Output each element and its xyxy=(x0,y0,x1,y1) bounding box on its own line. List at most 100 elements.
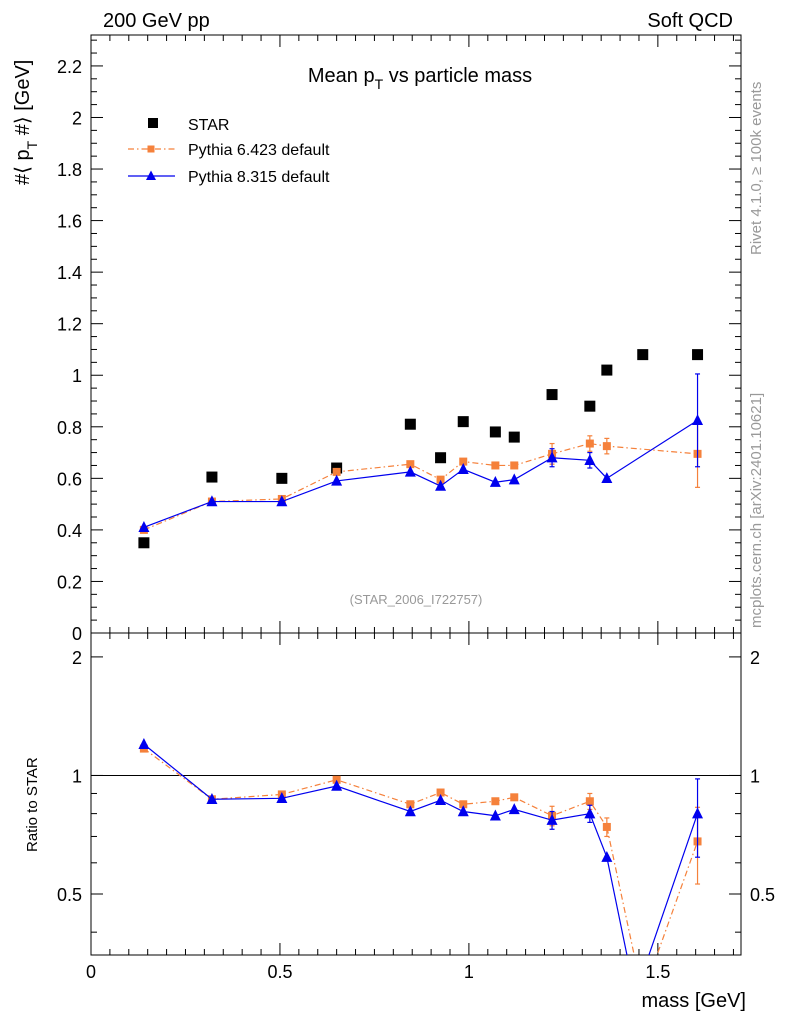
main-plot-data xyxy=(138,349,704,549)
legend-marker-pythia6 xyxy=(147,145,155,153)
y-axis-label-sub: T xyxy=(24,140,40,149)
legend: STAR Pythia 6.423 default Pythia 8.315 d… xyxy=(128,117,330,186)
pythia8-point xyxy=(584,454,596,466)
y-tick-label: 2.2 xyxy=(57,57,82,77)
pythia8-ratio-point xyxy=(435,793,447,805)
y-tick-label: 0 xyxy=(72,624,82,644)
pythia8-ratio-point xyxy=(331,779,343,791)
pythia6-point xyxy=(459,457,468,466)
y-tick-label: 2 xyxy=(72,108,82,128)
chart-title-sub: T xyxy=(375,76,384,92)
y-tick-label: 1.6 xyxy=(57,212,82,232)
pythia8-point xyxy=(331,474,343,486)
rivet-version-label: Rivet 4.1.0, ≥ 100k events xyxy=(748,82,765,255)
y-tick-label: 1.8 xyxy=(57,160,82,180)
header-right: Soft QCD xyxy=(647,10,733,32)
pythia8-point xyxy=(404,465,416,477)
pythia6-point xyxy=(406,460,415,469)
pythia6-ratio-line xyxy=(143,748,699,955)
y-tick-label: 0.2 xyxy=(57,572,82,592)
y-tick-label: 1.2 xyxy=(57,315,82,335)
pythia8-point xyxy=(138,521,150,533)
ratio-plot-data xyxy=(138,737,704,955)
chart-title-main: Mean p xyxy=(308,65,375,87)
legend-marker-pythia8 xyxy=(146,170,156,180)
star-point xyxy=(206,471,218,483)
chart-title: Mean pT vs particle mass xyxy=(308,65,532,92)
pythia8-ratio-point xyxy=(692,807,704,819)
legend-label-pythia6: Pythia 6.423 default xyxy=(188,142,330,159)
star-point xyxy=(457,416,469,428)
y-tick-label: 0.4 xyxy=(57,521,82,541)
pythia8-ratio-point xyxy=(276,792,288,803)
chart-title-rest: vs particle mass xyxy=(383,65,532,87)
pythia8-ratio-point xyxy=(584,807,596,819)
pythia8-ratio-point xyxy=(138,737,150,749)
pythia8-ratio-point xyxy=(457,805,469,817)
star-point xyxy=(601,364,613,376)
y-tick-label: 0.6 xyxy=(57,469,82,489)
header-left: 200 GeV pp xyxy=(103,10,210,32)
ratio-tick-label-right: 1 xyxy=(750,766,760,786)
star-point xyxy=(637,349,649,361)
ratio-tick-label-right: 2 xyxy=(750,648,760,668)
ratio-tick-label-right: 0.5 xyxy=(750,885,775,905)
ratio-axis-ticks: 0.5 0.5 1 1 2 2 xyxy=(57,648,775,933)
star-point xyxy=(692,349,704,361)
pythia8-ratio-line xyxy=(143,743,699,955)
y-tick-label: 0.8 xyxy=(57,418,82,438)
ratio-panel-frame xyxy=(90,632,742,956)
star-point xyxy=(404,418,416,430)
pythia6-ratio-point xyxy=(585,797,594,806)
star-point xyxy=(546,389,558,401)
pythia6-ratio-point xyxy=(491,797,500,806)
ratio-tick-label-left: 1 xyxy=(72,766,82,786)
pythia8-ratio-point xyxy=(489,809,501,821)
pythia8-point xyxy=(489,475,501,487)
pythia8-ratio-point xyxy=(546,813,558,825)
pythia8-ratio-point xyxy=(601,850,613,862)
legend-label-pythia8: Pythia 8.315 default xyxy=(188,169,330,186)
ratio-y-axis-label: Ratio to STAR xyxy=(24,757,41,852)
y-tick-label: 1 xyxy=(72,366,82,386)
star-point xyxy=(138,537,150,549)
star-point xyxy=(584,400,596,412)
pythia8-point xyxy=(601,472,613,484)
y-axis-label: #⟨ pT #⟩ [GeV] xyxy=(12,60,40,185)
pythia8-point xyxy=(276,495,288,507)
x-tick-label: 0 xyxy=(86,962,96,982)
x-axis-ticks: 0 0.5 1 1.5 xyxy=(86,35,734,982)
mcplots-label: mcplots.cern.ch [arXiv:2401.10621] xyxy=(748,393,765,628)
pythia8-point xyxy=(508,473,520,485)
ratio-tick-label-left: 0.5 xyxy=(57,885,82,905)
pythia8-point xyxy=(206,495,218,507)
ratio-tick-label-left: 2 xyxy=(72,648,82,668)
pythia6-ratio-point xyxy=(602,822,611,831)
star-point xyxy=(435,452,447,464)
pythia6-point xyxy=(491,461,500,470)
star-point xyxy=(276,472,288,484)
pythia6-ratio-point xyxy=(406,800,415,809)
legend-label-star: STAR xyxy=(188,117,229,134)
pythia8-point xyxy=(435,479,447,491)
pythia6-point xyxy=(510,461,519,470)
x-tick-label: 0.5 xyxy=(267,962,292,982)
pythia6-point xyxy=(436,475,445,484)
pythia6-ratio-point xyxy=(436,788,445,797)
pythia8-ratio-point xyxy=(206,792,218,804)
pythia8-point xyxy=(692,414,704,426)
y-axis-label-b: #⟩ [GeV] xyxy=(12,60,34,141)
x-axis-label: mass [GeV] xyxy=(642,990,746,1012)
main-axis-ticks: 0 0.2 0.4 0.6 0.8 1 1.2 1.4 1.6 1.8 2 2.2 xyxy=(57,39,741,644)
pythia6-point xyxy=(585,439,594,448)
x-tick-label: 1 xyxy=(464,962,474,982)
pythia6-ratio-point xyxy=(510,793,519,802)
pythia8-ratio-point xyxy=(404,805,416,817)
star-point xyxy=(508,431,520,443)
legend-marker-star xyxy=(148,118,158,128)
pythia6-point xyxy=(332,467,341,476)
pythia8-ratio-point xyxy=(508,803,520,815)
y-axis-label-a: #⟨ p xyxy=(12,149,34,185)
y-tick-label: 1.4 xyxy=(57,263,82,283)
